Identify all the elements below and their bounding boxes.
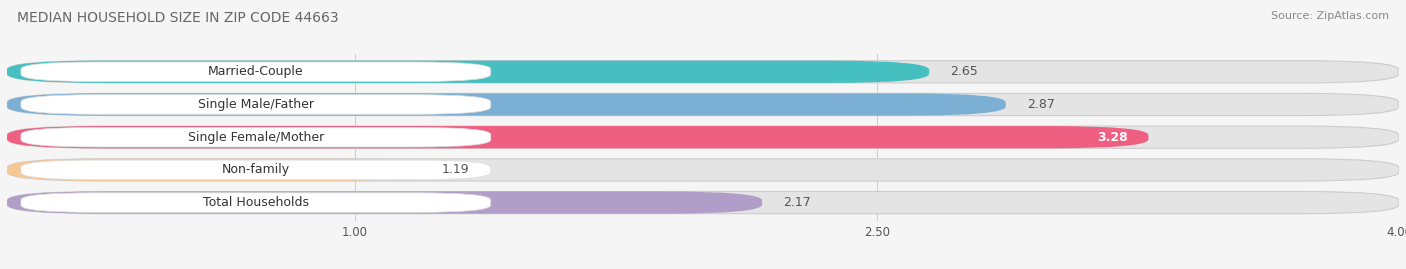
FancyBboxPatch shape [21,128,491,147]
Text: Non-family: Non-family [222,163,290,176]
FancyBboxPatch shape [21,160,491,180]
Text: 3.28: 3.28 [1097,131,1128,144]
Text: Married-Couple: Married-Couple [208,65,304,78]
FancyBboxPatch shape [7,126,1149,148]
FancyBboxPatch shape [7,192,1399,214]
FancyBboxPatch shape [7,192,762,214]
Text: 2.17: 2.17 [783,196,811,209]
Text: 1.19: 1.19 [441,163,470,176]
FancyBboxPatch shape [21,193,491,213]
Text: 2.65: 2.65 [950,65,977,78]
FancyBboxPatch shape [7,159,1399,181]
FancyBboxPatch shape [7,159,422,181]
FancyBboxPatch shape [21,62,491,82]
Text: Source: ZipAtlas.com: Source: ZipAtlas.com [1271,11,1389,21]
FancyBboxPatch shape [7,126,1399,148]
FancyBboxPatch shape [21,95,491,114]
FancyBboxPatch shape [7,93,1399,116]
Text: Total Households: Total Households [202,196,309,209]
Text: Single Male/Father: Single Male/Father [198,98,314,111]
Text: 2.87: 2.87 [1026,98,1054,111]
Text: MEDIAN HOUSEHOLD SIZE IN ZIP CODE 44663: MEDIAN HOUSEHOLD SIZE IN ZIP CODE 44663 [17,11,339,25]
FancyBboxPatch shape [7,61,1399,83]
Text: Single Female/Mother: Single Female/Mother [188,131,323,144]
FancyBboxPatch shape [7,93,1005,116]
FancyBboxPatch shape [7,61,929,83]
